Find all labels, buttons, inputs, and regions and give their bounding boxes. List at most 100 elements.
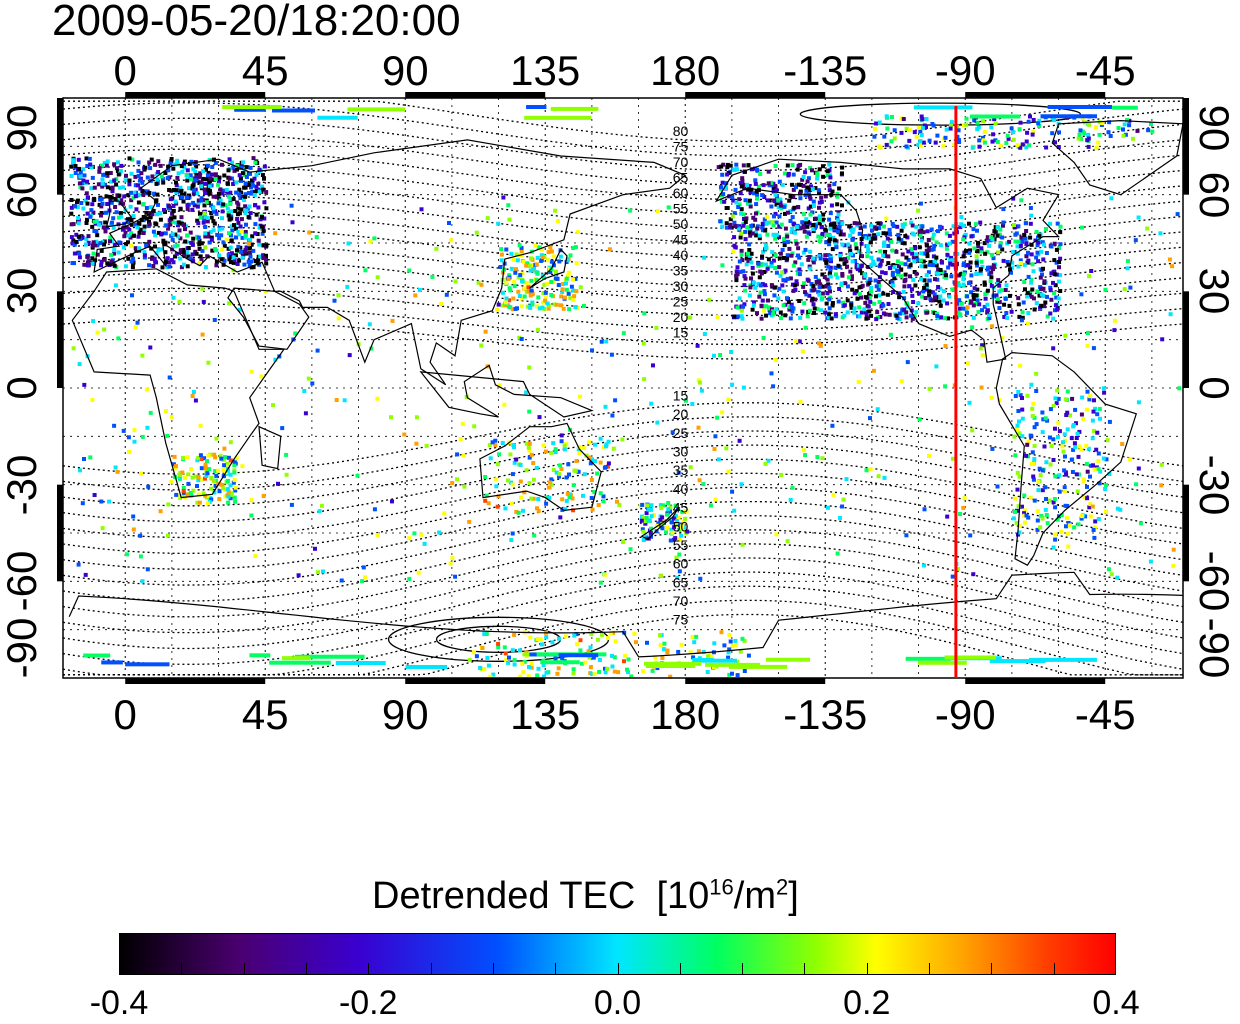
tec-point [1034,422,1039,427]
tec-point [547,480,552,485]
tec-point [166,533,170,538]
tec-point [1074,421,1078,426]
tec-point [793,239,798,244]
tec-point [660,521,665,526]
tec-point [566,291,571,296]
tec-point [592,489,597,494]
tec-point [821,164,825,169]
tec-point [720,224,725,229]
tec-point [1125,118,1129,123]
tec-point [510,482,515,487]
tec-point [603,465,608,470]
tec-point [956,281,961,285]
tec-point [234,235,239,240]
tec-point [658,518,663,522]
tec-point [789,253,794,258]
tec-point [871,368,876,373]
tec-point [256,205,261,210]
tec-point [681,520,686,525]
tec-point [803,290,807,295]
tec-point [92,185,97,190]
tec-point [987,316,992,320]
tec-point [573,305,578,309]
tec-point [543,294,548,299]
tec-point [810,168,814,173]
tec-point [590,507,595,512]
tec-point [1057,473,1062,478]
tec-point [968,533,973,538]
contour-labels: 8075706560555045403530252015152025303540… [673,123,689,627]
tec-point [922,286,927,290]
tec-point [1032,296,1036,301]
tec-point [944,275,949,280]
tec-point [204,216,209,220]
tec-point [747,242,752,247]
tec-point [479,343,484,348]
tec-point [841,300,845,305]
tec-point [244,175,249,179]
tec-point [149,246,154,251]
tec-point [130,157,135,162]
tec-point [148,205,153,210]
tec-point [996,278,1001,283]
tec-point [458,437,463,442]
contour-label: 65 [673,170,689,186]
tec-point [205,173,210,178]
tec-point [599,339,604,344]
tec-point [897,295,902,300]
tec-point [1081,417,1086,421]
tec-point [496,494,501,499]
tec-point [158,509,163,514]
tec-point [768,311,773,316]
tec-point [1020,434,1025,439]
tec-point [253,203,258,207]
tec-point [78,468,82,473]
tec-point [962,496,967,501]
tec-point [1047,435,1052,440]
tec-point [908,274,912,279]
tec-point [227,301,232,306]
tec-point [1121,133,1126,138]
tec-point [191,200,196,205]
tec-point [612,655,617,660]
tec-point [217,253,221,258]
tec-point [1041,266,1045,271]
tec-point [208,178,212,183]
tec-point [167,188,172,192]
tec-point [104,194,109,199]
magnetic-contour [62,102,1184,157]
tec-point [670,430,675,435]
tec-point [764,221,769,226]
tec-point [854,289,859,294]
tec-point [749,276,753,281]
tec-point [956,128,961,133]
tec-point [741,163,746,168]
colorbar-unit-exponent: 16 [709,874,734,900]
contour-label: 20 [673,309,689,325]
tec-point [572,294,577,299]
tec-point [972,246,977,251]
tec-point [927,293,932,298]
tec-point [835,551,840,556]
tec-point [577,451,582,456]
tec-point [136,234,141,239]
tec-point [990,446,995,451]
latitude-tick-label: 60 [0,171,45,219]
tec-point [1003,288,1008,292]
tec-point [782,236,787,241]
tec-point [347,353,352,358]
tec-point [248,211,253,216]
tec-point [819,308,823,313]
tec-point [773,164,778,168]
tec-point [695,343,700,348]
tec-point [86,234,91,239]
tec-point [972,286,977,291]
tec-point [113,465,118,470]
tec-point [1016,409,1021,413]
tec-point [200,248,205,253]
tec-point [195,191,200,196]
tec-point [755,196,760,201]
tec-polar-streak [913,105,973,110]
tec-point [516,510,521,515]
tec-point [141,202,146,207]
